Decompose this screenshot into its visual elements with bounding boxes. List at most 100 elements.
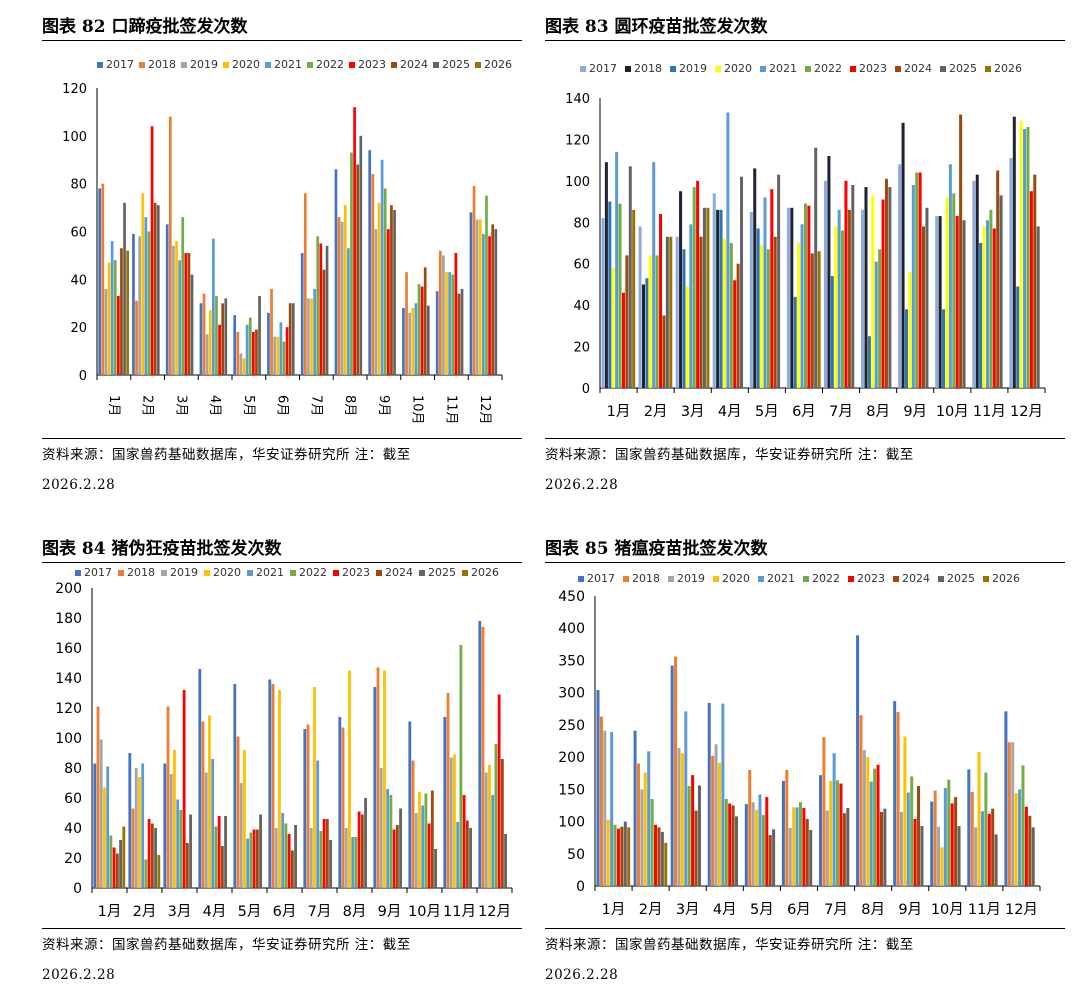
bar-2025-9 [920, 826, 924, 886]
bar-2025-1 [119, 840, 122, 888]
bar-2020-1 [107, 262, 111, 375]
x-tick-label: 11月 [443, 395, 458, 425]
legend-swatch [139, 62, 145, 68]
bar-2023-9 [392, 829, 396, 888]
legend-swatch [895, 66, 901, 72]
bar-2024-9 [922, 226, 926, 388]
bar-2019-7 [830, 276, 834, 388]
bar-2025-5 [772, 829, 776, 886]
y-tick-label: 100 [62, 130, 87, 145]
bar-2019-1 [608, 201, 612, 388]
x-tick-label: 5月 [750, 902, 774, 918]
bar-2024-5 [255, 329, 258, 375]
legend-label: 2023 [358, 58, 386, 71]
bar-2019-10 [408, 312, 412, 375]
bar-2020-9 [903, 736, 907, 886]
bar-2017-9 [893, 701, 897, 886]
legend-swatch [940, 66, 946, 72]
bar-2017-2 [633, 730, 637, 886]
legend-label: 2023 [859, 62, 887, 75]
bar-2022-10 [424, 793, 428, 888]
panel-title: 图表 84 猪伪狂疫苗批签发次数 [42, 539, 282, 559]
bar-2021-8 [347, 248, 350, 375]
bar-2023-8 [353, 107, 356, 375]
bar-2018-6 [271, 684, 275, 888]
bar-2021-7 [832, 753, 836, 886]
bar-2020-5 [242, 358, 246, 375]
bar-2018-10 [933, 790, 937, 886]
bar-2017-1 [93, 763, 97, 888]
bar-2018-3 [166, 706, 170, 888]
bar-2023-10 [420, 286, 424, 375]
bar-2018-4 [711, 755, 715, 886]
bar-2017-9 [373, 687, 377, 888]
x-tick-label: 12月 [478, 904, 511, 920]
bar-2019-12 [475, 219, 479, 375]
bar-2022-3 [181, 217, 185, 375]
legend-label: 2025 [428, 566, 456, 579]
chart-82: 2017 2018 2019 2020 2021 2022 2023 2024 2025 2026… [62, 58, 512, 425]
bar-2021-1 [106, 766, 110, 888]
bar-2017-7 [823, 180, 827, 388]
bar-2019-5 [756, 228, 760, 388]
bar-2019-11 [449, 757, 453, 888]
bar-2023-12 [497, 694, 501, 888]
bar-2022-7 [841, 230, 845, 388]
bar-2018-12 [1007, 742, 1011, 886]
source-line-1: 资料来源：国家兽药基础数据库，华安证券研究所 注：截至 [42, 937, 411, 953]
bar-2022-9 [915, 172, 919, 388]
bar-2021-8 [869, 781, 873, 886]
y-tick-label: 40 [64, 821, 82, 837]
y-tick-label: 20 [64, 851, 82, 867]
x-tick-label: 8月 [861, 902, 885, 918]
bar-2025-2 [154, 828, 157, 888]
bar-2025-5 [258, 296, 261, 375]
bar-2022-8 [873, 768, 877, 886]
bar-2017-11 [972, 180, 976, 388]
x-tick-label: 6月 [787, 902, 811, 918]
source-note: 资料来源：国家兽药基础数据库，华安证券研究所 注：截至 2026.2.28 [42, 440, 411, 500]
bar-2021-4 [212, 238, 215, 375]
y-tick-label: 0 [576, 879, 585, 895]
bar-2018-11 [970, 791, 974, 886]
bar-2020-2 [643, 772, 647, 886]
bar-2019-11 [442, 255, 445, 375]
bar-2021-11 [448, 272, 451, 375]
legend-label: 2019 [170, 566, 198, 579]
bar-2018-8 [337, 217, 341, 375]
bar-2020-7 [313, 687, 316, 888]
bar-2022-10 [947, 779, 951, 886]
bar-2017-2 [132, 233, 135, 375]
y-tick-label: 50 [567, 847, 585, 863]
legend-label: 2017 [587, 572, 615, 585]
bar-2025-12 [1031, 827, 1035, 886]
bar-2020-2 [141, 193, 145, 375]
bar-2025-1 [623, 821, 627, 886]
bar-2018-2 [641, 284, 645, 388]
bar-2023-11 [454, 253, 458, 375]
bar-2019-2 [645, 278, 649, 388]
bar-2025-7 [846, 808, 850, 886]
bar-2024-12 [500, 759, 504, 888]
bar-2025-9 [393, 209, 396, 375]
bar-2021-11 [985, 220, 989, 388]
panel-title: 图表 83 圆环疫苗批签发次数 [545, 17, 768, 37]
legend-swatch [290, 570, 296, 576]
bar-2023-3 [696, 180, 700, 388]
bar-2025-5 [259, 814, 262, 888]
bar-2024-11 [991, 808, 995, 886]
legend-label: 2018 [634, 62, 662, 75]
source-rule [42, 438, 522, 439]
panel-85: 图表 85 猪瘟疫苗批签发次数 2017 2018 2019 2020 2021 2022… [545, 530, 1065, 994]
x-tick-label: 4月 [718, 404, 742, 420]
bar-2018-2 [135, 300, 138, 375]
bar-2026-1 [627, 827, 631, 886]
x-tick-label: 1月 [106, 395, 121, 416]
bar-2020-10 [418, 792, 421, 888]
bar-2026-2 [669, 236, 673, 388]
bar-2017-4 [198, 669, 202, 888]
legend-label: 2019 [679, 62, 707, 75]
legend-label: 2024 [902, 572, 930, 585]
bar-2025-1 [628, 166, 632, 388]
bar-2018-2 [131, 808, 135, 888]
